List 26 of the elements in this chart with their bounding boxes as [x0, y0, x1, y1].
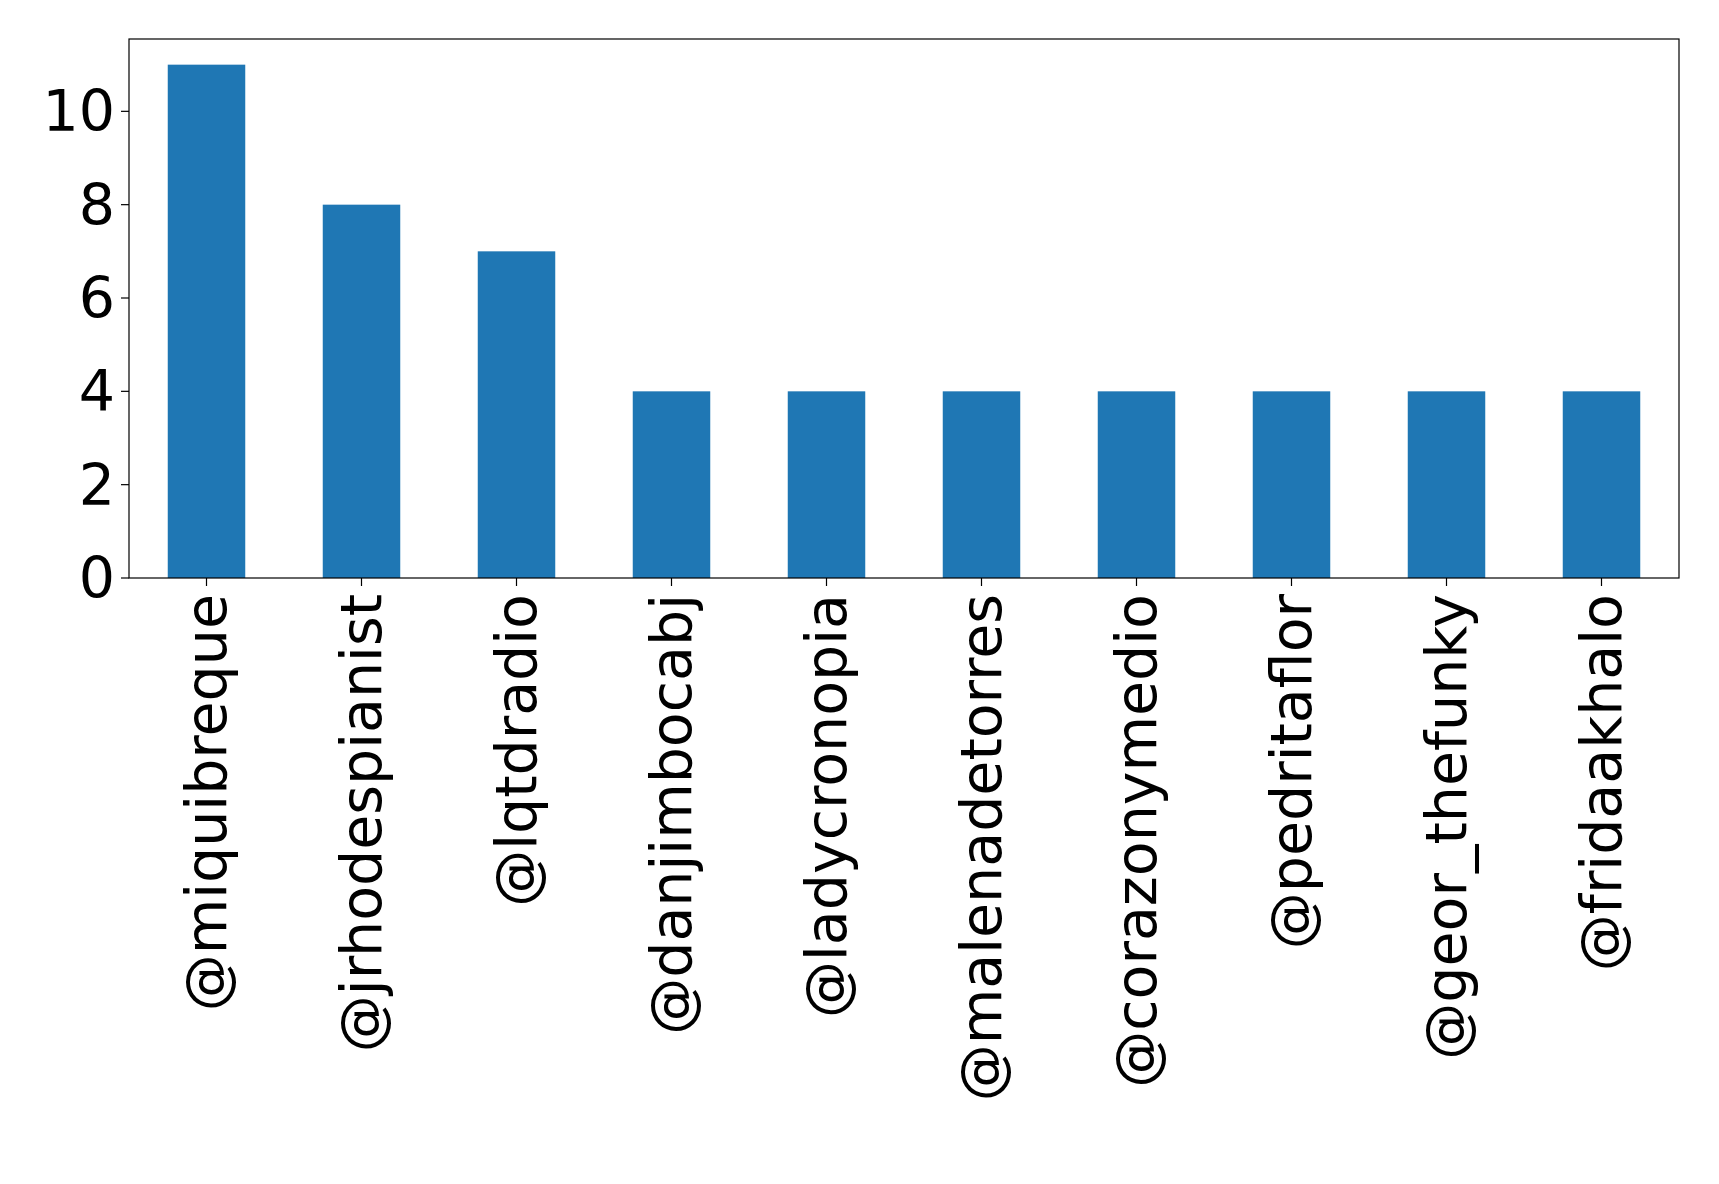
- y-tick-label: 8: [78, 171, 115, 238]
- bar: [1407, 391, 1486, 578]
- bar: [167, 64, 246, 578]
- x-tick-label: @corazonymedio: [1103, 594, 1170, 1088]
- y-tick-label: 0: [78, 544, 115, 611]
- x-tick-label: @pedritaflor: [1258, 593, 1325, 950]
- bar: [1097, 391, 1176, 578]
- bar: [477, 251, 556, 578]
- x-tick-label: @miquibreque: [173, 594, 240, 1012]
- bar: [1562, 391, 1641, 578]
- y-tick-label: 4: [78, 358, 115, 425]
- x-tick-label: @jrhodespianist: [328, 594, 395, 1053]
- bar: [942, 391, 1021, 578]
- y-tick-label: 10: [42, 78, 115, 145]
- bar: [1252, 391, 1331, 578]
- x-tick-label: @fridaakhalo: [1568, 594, 1635, 972]
- x-tick-label: @geor_thefunky: [1413, 594, 1480, 1060]
- x-tick-label: @ladycronopia: [793, 594, 860, 1019]
- bar: [632, 391, 711, 578]
- bar: [322, 204, 401, 578]
- y-tick-label: 6: [78, 264, 115, 331]
- x-tick-label: @danjimbocabj: [638, 594, 705, 1035]
- bar: [787, 391, 866, 578]
- y-tick-label: 2: [78, 451, 115, 518]
- x-tick-label: @malenadetorres: [948, 594, 1015, 1102]
- x-tick-label: @lqtdradio: [483, 594, 550, 907]
